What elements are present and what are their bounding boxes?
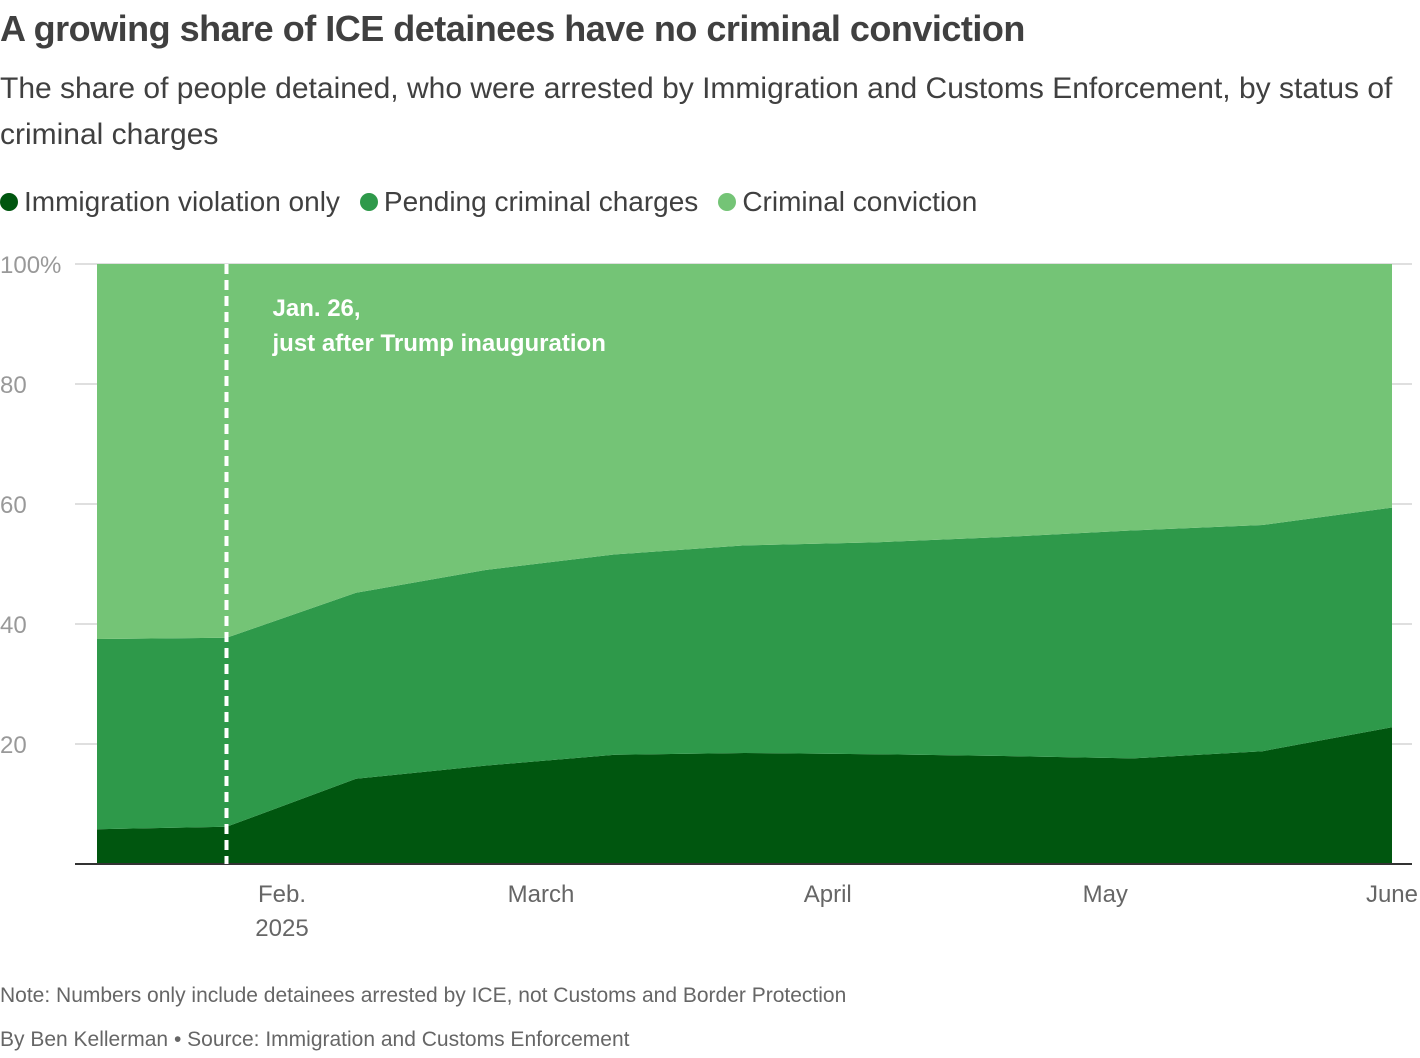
x-tick-label-june: June xyxy=(1366,881,1418,908)
legend-swatch-immigration-only xyxy=(0,193,18,211)
chart-subtitle: The share of people detained, who were a… xyxy=(0,72,1393,151)
annotation: Jan. 26, just after Trump inauguration xyxy=(224,264,606,864)
x-tick-sublabel-year: 2025 xyxy=(255,915,308,942)
x-tick-label-march: March xyxy=(508,881,575,908)
byline: By Ben Kellerman • Source: Immigration a… xyxy=(0,1028,630,1052)
area-pending-criminal-charges xyxy=(97,507,1392,830)
annotation-text-line1: Jan. 26, xyxy=(273,295,361,322)
chart-title: A growing share of ICE detainees have no… xyxy=(0,8,1025,49)
chart-note: Note: Numbers only include detainees arr… xyxy=(0,984,847,1007)
legend-swatch-conviction xyxy=(718,193,737,211)
y-tick-label-40: 40 xyxy=(0,612,27,639)
y-tick-label-60: 60 xyxy=(0,492,27,519)
byline-author: By Ben Kellerman xyxy=(0,1028,169,1051)
area-criminal-conviction xyxy=(97,264,1392,639)
legend-item-pending: Pending criminal charges xyxy=(359,186,699,218)
area-immigration-only xyxy=(97,727,1392,864)
legend-swatch-pending xyxy=(359,193,378,211)
legend-item-conviction: Criminal conviction xyxy=(718,186,977,218)
byline-source: Source: Immigration and Customs Enforcem… xyxy=(187,1028,630,1051)
x-tick-label-april: April xyxy=(804,881,852,908)
y-tick-label-20: 20 xyxy=(0,732,27,759)
legend-label-pending: Pending criminal charges xyxy=(383,186,699,217)
x-axis: Feb. 2025 March April May June xyxy=(75,863,1418,942)
x-tick-label-feb: Feb. xyxy=(258,881,306,908)
y-axis-labels: 100% 80 60 40 20 xyxy=(0,252,61,759)
area-series xyxy=(97,264,1392,864)
stacked-area-chart: 100% 80 60 40 20 Feb. 2025 March April May June J… xyxy=(0,252,1418,942)
annotation-text-line2: just after Trump inauguration xyxy=(272,330,606,357)
y-tick-label-100: 100% xyxy=(0,252,61,279)
x-tick-label-may: May xyxy=(1083,881,1128,908)
legend-item-immigration-only: Immigration violation only xyxy=(0,186,340,218)
legend: Immigration violation only Pending crimi… xyxy=(0,186,997,218)
byline-separator: • xyxy=(173,1028,182,1051)
legend-label-conviction: Criminal conviction xyxy=(742,186,978,217)
legend-label-immigration-only: Immigration violation only xyxy=(24,186,340,217)
y-tick-label-80: 80 xyxy=(0,372,27,399)
